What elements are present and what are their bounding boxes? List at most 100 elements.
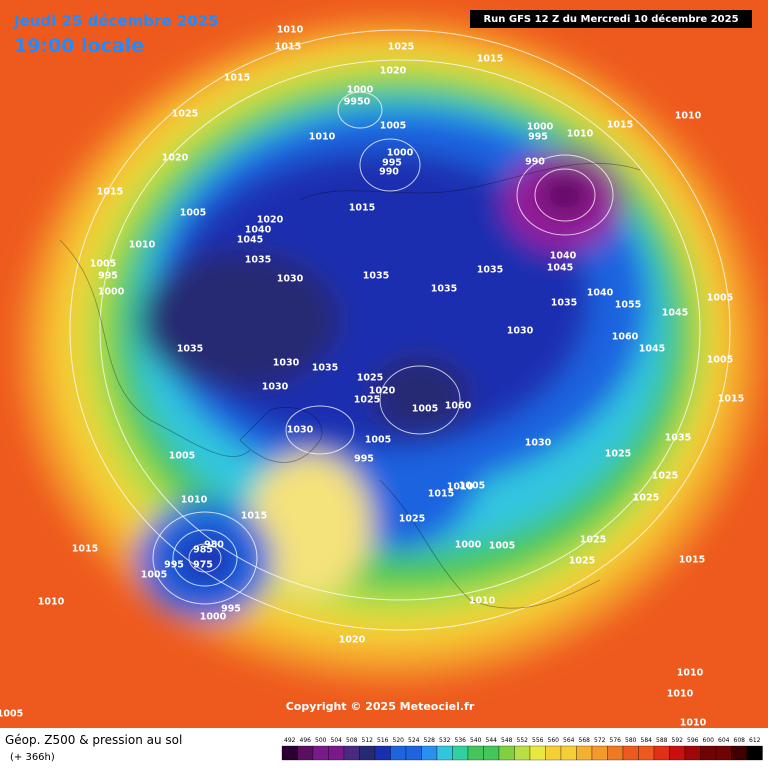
scale-label: 540 — [470, 737, 482, 744]
pressure-label: 1020 — [369, 386, 396, 397]
pressure-label: 1015 — [349, 203, 375, 214]
pressure-label: 985 — [193, 545, 213, 556]
pressure-label: 1005 — [169, 451, 195, 462]
scale-swatch — [607, 745, 624, 761]
pressure-label: 1010 — [277, 25, 304, 36]
pressure-label: 1030 — [262, 382, 289, 393]
isobar — [359, 138, 421, 192]
pressure-label: 1020 — [380, 66, 407, 77]
pressure-label: 1060 — [445, 401, 472, 412]
pressure-label: 995 — [354, 454, 374, 465]
coastline — [59, 239, 251, 457]
pressure-label: 1015 — [275, 42, 301, 53]
scale-label: 608 — [734, 737, 746, 744]
pressure-label: 1060 — [612, 332, 639, 343]
pressure-label: 975 — [193, 560, 213, 571]
isobar — [69, 29, 731, 631]
scale-swatch — [653, 745, 670, 761]
pressure-label: 1000 — [347, 85, 374, 96]
pressure-label: 990 — [525, 157, 545, 168]
scale-swatch — [312, 745, 329, 761]
pressure-label: 1045 — [237, 235, 263, 246]
scale-swatch — [622, 745, 639, 761]
scale-swatch — [638, 745, 655, 761]
pressure-label: 1030 — [277, 274, 304, 285]
coastlines — [59, 162, 641, 609]
pressure-label: 995 — [98, 271, 118, 282]
pressure-label: 1010 — [675, 111, 702, 122]
pressure-label: 1015 — [718, 394, 744, 405]
pressure-label: 1010 — [129, 240, 156, 251]
pressure-label: 1030 — [273, 358, 300, 369]
scale-swatch — [390, 745, 407, 761]
pressure-label: 995 — [528, 132, 548, 143]
scale-swatch — [359, 745, 376, 761]
pressure-label: 1025 — [652, 471, 678, 482]
footer: Géop. Z500 & pression au sol (+ 366h) 49… — [5, 733, 763, 763]
pressure-label: 1035 — [665, 433, 691, 444]
pressure-label: 1005 — [180, 208, 206, 219]
pressure-label: 1025 — [388, 42, 414, 53]
scale-label: 520 — [393, 737, 405, 744]
scale-label: 504 — [331, 737, 343, 744]
scale-label: 536 — [455, 737, 467, 744]
pressure-label: 1010 — [567, 129, 594, 140]
time: 19:00 locale — [14, 35, 144, 57]
pressure-label: 1015 — [241, 511, 267, 522]
isobar — [172, 529, 238, 587]
pressure-label: 1030 — [287, 425, 314, 436]
scale-label: 496 — [300, 737, 312, 744]
pressure-label: 1000 — [527, 122, 554, 133]
scale-label: 560 — [548, 737, 560, 744]
scale-swatch — [746, 745, 763, 761]
isobars — [69, 29, 731, 631]
field — [537, 171, 593, 219]
scale-label: 512 — [362, 737, 374, 744]
pressure-label: 1025 — [580, 535, 606, 546]
isobar — [152, 511, 258, 605]
pressure-label: 1015 — [72, 544, 98, 555]
color-scale: 492 496 500 504 508 512 516 520 524 528 532 536 540 5… — [281, 737, 763, 761]
pressure-label: 1015 — [428, 489, 454, 500]
isobar — [516, 154, 614, 236]
pressure-label: 1000 — [455, 540, 482, 551]
scale-label: 508 — [346, 737, 358, 744]
scale-label: 552 — [517, 737, 529, 744]
scale-label: 596 — [687, 737, 699, 744]
pressure-label: 1010 — [181, 495, 208, 506]
pressure-label: 990 — [379, 167, 399, 178]
scale-label: 588 — [656, 737, 668, 744]
scale-label: 612 — [749, 737, 761, 744]
date: Jeudi 25 décembre 2025 — [13, 12, 219, 30]
scale-swatch — [560, 745, 577, 761]
coastline — [239, 406, 323, 463]
pressure-label: 1010 — [667, 689, 694, 700]
copyright: Copyright © 2025 Meteociel.fr — [286, 700, 475, 713]
pressure-label: 1015 — [477, 54, 503, 65]
pressure-label: 980 — [204, 540, 224, 551]
scale-label: 572 — [594, 737, 606, 744]
footer-title: Géop. Z500 & pression au sol — [5, 733, 182, 747]
scale-label: 516 — [377, 737, 389, 744]
scale-swatch — [483, 745, 500, 761]
pressure-label: 1030 — [525, 438, 552, 449]
pressure-label: 1005 — [707, 355, 733, 366]
pressure-label: 1025 — [605, 449, 631, 460]
pressure-label: 1035 — [177, 344, 203, 355]
scale-label: 576 — [610, 737, 622, 744]
pressure-label: 1030 — [507, 326, 534, 337]
isobar — [534, 168, 596, 222]
pressure-label: 1010 — [38, 597, 65, 608]
scale-swatch — [328, 745, 345, 761]
scale-swatch — [700, 745, 717, 761]
isobar — [285, 405, 355, 455]
scale-swatch — [545, 745, 562, 761]
isobar — [337, 91, 383, 129]
scale-swatch — [529, 745, 546, 761]
pressure-label: 1005 — [0, 709, 23, 720]
pressure-label: 1015 — [97, 187, 123, 198]
pressure-label: 1010 — [469, 596, 496, 607]
pressure-label: 1010 — [309, 132, 336, 143]
